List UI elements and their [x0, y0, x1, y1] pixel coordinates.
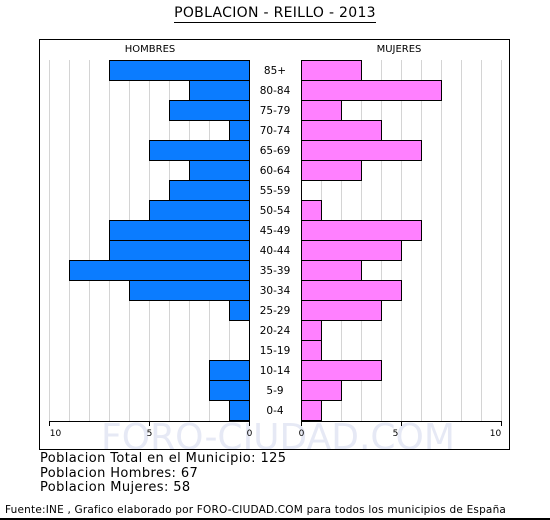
x-tick-label-right: 5 [393, 429, 399, 439]
bar-women [301, 80, 442, 101]
bar-women [301, 320, 322, 341]
bar-men [189, 160, 250, 181]
age-group-label: 5-9 [266, 385, 283, 397]
age-group-label: 45-49 [260, 225, 291, 237]
bar-men [109, 240, 250, 261]
bar-women [301, 220, 422, 241]
bar-women [301, 60, 362, 81]
stat-men: Poblacion Hombres: 67 [40, 465, 199, 481]
right-series-label: MUJERES [377, 44, 422, 55]
watermark-text: FORO-CIUDAD.COM [101, 417, 455, 449]
bar-men [109, 220, 250, 241]
age-group-label: 0-4 [266, 405, 283, 417]
x-tick-label-right: 0 [299, 429, 305, 439]
age-group-label: 10-14 [260, 365, 291, 377]
age-group-label: 80-84 [260, 85, 291, 97]
chart-frame: FORO-CIUDAD.COM HOMBRES MUJERES 85+ 80-84 75-… [39, 39, 510, 450]
bar-women [301, 100, 342, 121]
age-group-label: 40-44 [260, 245, 291, 257]
bar-men [229, 300, 250, 321]
population-pyramid: FORO-CIUDAD.COM HOMBRES MUJERES 85+ 80-84 75-… [49, 44, 502, 449]
left-series-label: HOMBRES [125, 44, 176, 55]
x-tick-label-right: 10 [490, 429, 502, 439]
bar-women [301, 360, 382, 381]
bar-women [301, 340, 322, 361]
bar-men [209, 360, 250, 381]
age-group-label: 55-59 [260, 185, 291, 197]
x-tick-label-left: 0 [247, 429, 253, 439]
chart-title: POBLACION - REILLO - 2013 [0, 5, 550, 23]
age-group-label: 15-19 [260, 345, 291, 357]
bar-men [189, 80, 250, 101]
x-tick-label-left: 10 [50, 429, 62, 439]
population-stats: Poblacion Total en el Municipio: 125 Pob… [40, 451, 287, 496]
age-group-label: 25-29 [260, 305, 291, 317]
bar-men [69, 260, 250, 281]
bar-men [129, 280, 250, 301]
age-group-label: 65-69 [260, 145, 291, 157]
bar-men [169, 100, 250, 121]
bar-women [301, 140, 422, 161]
bar-men [209, 380, 250, 401]
bar-men [169, 180, 250, 201]
stat-women: Poblacion Mujeres: 58 [40, 480, 191, 495]
x-tick-label-left: 5 [147, 429, 153, 439]
bar-women [301, 200, 322, 221]
age-group-label: 85+ [264, 65, 286, 77]
bar-women [301, 400, 322, 421]
stat-total: Poblacion Total en el Municipio: 125 [40, 451, 287, 466]
bar-women [301, 240, 402, 261]
bar-men [109, 60, 250, 81]
bar-women [301, 380, 342, 401]
bar-women [301, 300, 382, 321]
bar-women [301, 260, 362, 281]
chart-title-text: POBLACION - REILLO - 2013 [174, 5, 376, 23]
bar-men [149, 200, 250, 221]
age-group-label: 70-74 [260, 125, 291, 137]
age-group-label: 35-39 [260, 265, 291, 277]
footer-rule [0, 518, 550, 520]
source-footer: Fuente:INE , Grafico elaborado por FORO-… [5, 504, 507, 516]
bar-men [149, 140, 250, 161]
bar-women [301, 280, 402, 301]
age-group-label: 75-79 [260, 105, 291, 117]
bar-women [301, 160, 362, 181]
bar-women [301, 120, 382, 141]
age-group-label: 50-54 [260, 205, 291, 217]
bar-men [229, 120, 250, 141]
bar-men [229, 400, 250, 421]
age-group-label: 60-64 [260, 165, 291, 177]
age-group-label: 20-24 [260, 325, 291, 337]
age-group-label: 30-34 [260, 285, 291, 297]
